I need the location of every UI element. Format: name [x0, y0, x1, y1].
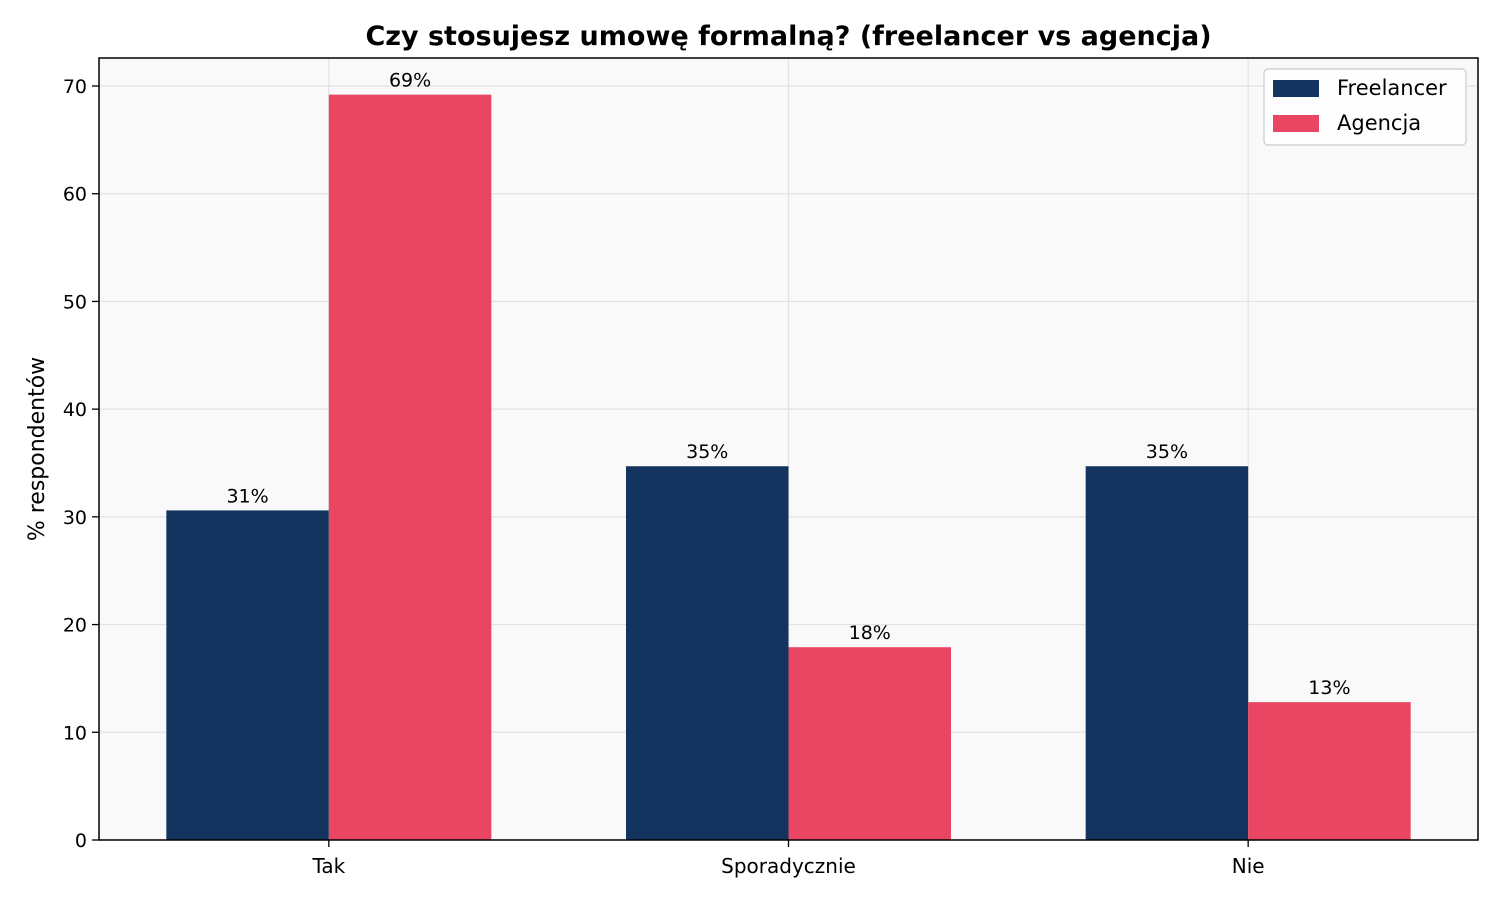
bar-freelancer-sporadycznie	[626, 466, 789, 840]
y-tick-label: 50	[63, 291, 87, 313]
data-label: 13%	[1308, 677, 1350, 699]
legend-swatch-agencja	[1273, 115, 1319, 132]
bar-agencja-nie	[1248, 702, 1411, 840]
y-tick-label: 0	[75, 830, 87, 852]
bar-freelancer-nie	[1085, 466, 1249, 840]
data-label: 35%	[1146, 441, 1188, 463]
data-label: 35%	[686, 441, 728, 463]
bar-agencja-sporadycznie	[788, 647, 951, 840]
legend: Freelancer Agencja	[1263, 68, 1467, 146]
data-label: 31%	[226, 485, 268, 507]
data-label: 18%	[849, 622, 891, 644]
legend-label-freelancer: Freelancer	[1337, 76, 1447, 100]
y-tick-label: 20	[63, 615, 87, 637]
y-axis-label: % respondentów	[25, 357, 50, 541]
y-tick-label: 10	[63, 722, 87, 744]
bar-agencja-tak	[328, 94, 492, 841]
y-tick-label: 40	[63, 399, 87, 421]
axes: 0 10 20 30 40 50 60 70 Tak Sporadycznie Nie	[63, 76, 1265, 878]
data-labels: 31% 35% 35% 69% 18% 13%	[226, 70, 1350, 700]
legend-swatch-freelancer	[1273, 80, 1319, 97]
bars	[166, 94, 1411, 841]
x-tick-label: Sporadycznie	[721, 854, 856, 878]
x-tick-label: Nie	[1232, 854, 1265, 878]
y-tick-label: 30	[63, 507, 87, 529]
y-tick-label: 60	[63, 184, 87, 206]
y-tick-label: 70	[63, 76, 87, 98]
chart-title: Czy stosujesz umowę formalną? (freelance…	[365, 21, 1211, 52]
legend-label-agencja: Agencja	[1337, 111, 1421, 135]
data-label: 69%	[389, 70, 431, 92]
bar-freelancer-tak	[166, 510, 329, 840]
x-tick-label: Tak	[311, 854, 345, 878]
